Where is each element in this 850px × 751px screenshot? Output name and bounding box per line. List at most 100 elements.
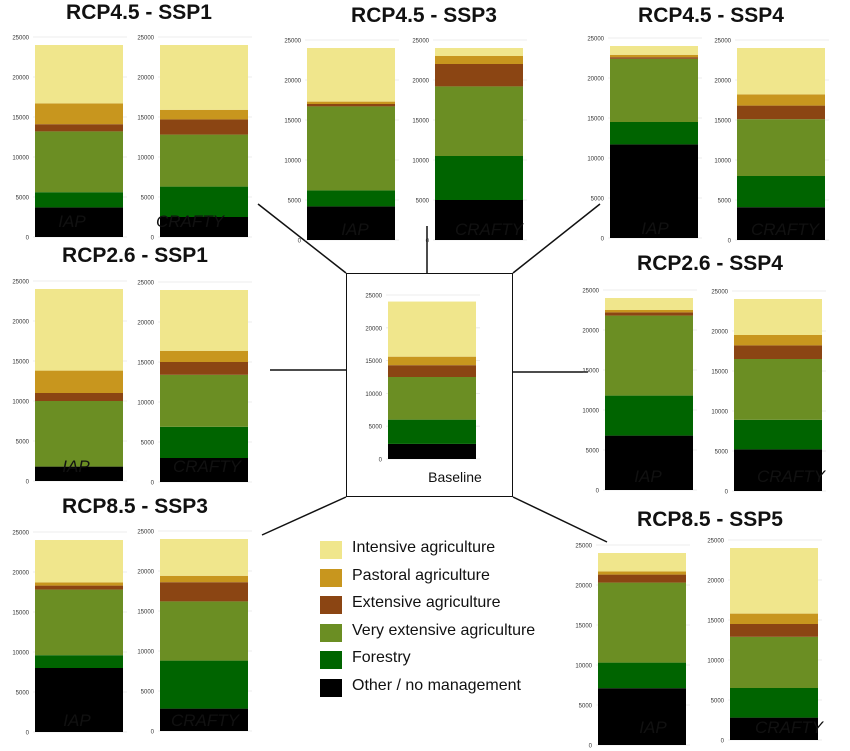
panel-rcp4-5-ssp1-crafty-svg: 0 5000 10000 15000 20000 25000 (137, 36, 252, 242)
panel-rcp4-5-ssp1-iap-svg: 0 5000 10000 15000 20000 25000 (12, 36, 127, 242)
bar-segment-extensive-agriculture (730, 624, 818, 637)
y-tick-label: 0 (596, 489, 600, 495)
bar-segment-extensive-agriculture (35, 585, 123, 590)
y-tick-label: 5000 (416, 199, 430, 205)
bar-segment-other-no-management (35, 207, 123, 237)
connector-line (257, 203, 347, 274)
panel-rcp4-5-ssp1-iap-chart: 0 5000 10000 15000 20000 25000 (5, 31, 129, 243)
panel-rcp4-5-ssp1-crafty-label: CRAFTY (156, 212, 224, 231)
y-tick-label: 10000 (582, 409, 599, 415)
panel-rcp8-5-ssp3-title: RCP8.5 - SSP3 (62, 495, 208, 518)
y-tick-label: 25000 (582, 289, 599, 295)
y-tick-label: 25000 (707, 539, 724, 545)
y-tick-label: 15000 (412, 119, 429, 125)
y-tick-label: 25000 (12, 36, 29, 42)
bar-segment-other-no-management (160, 217, 248, 237)
y-tick-label: 15000 (12, 116, 29, 122)
bar-segment-very-extensive-agriculture (435, 86, 523, 156)
bar-segment-intensive-agriculture (307, 48, 395, 102)
y-tick-label: 10000 (12, 156, 29, 162)
y-tick-label: 25000 (137, 530, 154, 536)
bar-segment-other-no-management (160, 458, 248, 482)
y-tick-label: 5000 (141, 441, 155, 447)
y-tick-label: 10000 (587, 157, 604, 163)
y-tick-label: 15000 (587, 117, 604, 123)
y-tick-label: 0 (426, 239, 430, 245)
y-tick-label: 20000 (12, 76, 29, 82)
y-tick-label: 25000 (284, 39, 301, 45)
panel-rcp4-5-ssp1-title: RCP4.5 - SSP1 (66, 1, 212, 24)
bar-segment-very-extensive-agriculture (737, 119, 825, 176)
bar-segment-pastoral-agriculture (435, 56, 523, 64)
y-tick-label: 20000 (137, 76, 154, 82)
scenario-comparison-figure: Baseline Intensive agriculture Pastoral a… (5, 1, 829, 750)
bar-segment-very-extensive-agriculture (598, 582, 686, 663)
panel-rcp4-5-ssp1-iap-label: IAP (58, 212, 86, 231)
bar-segment-extensive-agriculture (435, 64, 523, 87)
panel-rcp4-5-ssp3-iap-chart: 0 5000 10000 15000 20000 25000 (277, 34, 401, 246)
bar-segment-other-no-management (160, 708, 248, 731)
bar-segment-intensive-agriculture (35, 289, 123, 371)
bar-segment-pastoral-agriculture (35, 582, 123, 586)
bar-segment-extensive-agriculture (734, 345, 822, 359)
panel-rcp2-6-ssp1-iap-svg: 0 5000 10000 15000 20000 25000 (12, 280, 127, 486)
y-tick-label: 5000 (16, 691, 30, 697)
bar-segment-very-extensive-agriculture (730, 636, 818, 688)
y-tick-label: 5000 (288, 199, 302, 205)
bar-segment-intensive-agriculture (35, 540, 123, 583)
connector-line (512, 496, 608, 543)
y-tick-label: 20000 (12, 571, 29, 577)
y-tick-label: 25000 (711, 290, 728, 296)
panel-rcp8-5-ssp3-iap-label: IAP (63, 711, 91, 730)
bar-segment-very-extensive-agriculture (35, 131, 123, 193)
y-tick-label: 20000 (137, 570, 154, 576)
bar-segment-very-extensive-agriculture (35, 401, 123, 467)
panel-rcp4-5-ssp4-crafty-svg: 0 5000 10000 15000 20000 25000 (714, 39, 829, 245)
bar-segment-extensive-agriculture (598, 574, 686, 583)
connector-lines (257, 203, 608, 543)
bar-segment-intensive-agriculture (610, 46, 698, 55)
panel-rcp4-5-ssp4-title: RCP4.5 - SSP4 (638, 4, 784, 27)
legend-label: Intensive agriculture (352, 539, 496, 556)
bar-segment-pastoral-agriculture (610, 54, 698, 58)
y-tick-label: 0 (26, 731, 30, 737)
y-tick-label: 10000 (575, 664, 592, 670)
y-tick-label: 15000 (714, 119, 731, 125)
panel-rcp8-5-ssp3-iap-svg: 0 5000 10000 15000 20000 25000 (12, 531, 127, 737)
bar-segment-extensive-agriculture (307, 104, 395, 107)
y-tick-label: 15000 (365, 359, 382, 365)
y-tick-label: 0 (26, 480, 30, 486)
bar-segment-very-extensive-agriculture (734, 359, 822, 420)
y-tick-label: 5000 (141, 690, 155, 696)
bar-segment-other-no-management (35, 668, 123, 732)
bar-segment-intensive-agriculture (605, 298, 693, 310)
bar-segment-forestry (598, 662, 686, 689)
panel-rcp2-6-ssp4-crafty-chart: 0 5000 10000 15000 20000 25000 (704, 285, 828, 497)
y-tick-label: 5000 (711, 699, 725, 705)
legend-swatch-intensive-agriculture (320, 541, 342, 559)
legend-swatch-very-extensive-agriculture (320, 623, 342, 642)
bar-segment-intensive-agriculture (598, 553, 686, 572)
y-tick-label: 20000 (137, 321, 154, 327)
bar-segment-very-extensive-agriculture (160, 601, 248, 661)
connector-line (512, 203, 601, 274)
y-tick-label: 15000 (12, 360, 29, 366)
panel-rcp4-5-ssp4-iap-label: IAP (641, 219, 669, 238)
panel-rcp2-6-ssp1-iap-label: IAP (62, 457, 90, 476)
panel-rcp8-5-ssp5-crafty-label: CRAFTY (755, 718, 823, 737)
bar-segment-other-no-management (610, 144, 698, 238)
legend-swatch-extensive-agriculture (320, 596, 342, 614)
bar-segment-other-no-management (35, 466, 123, 481)
legend-label: Extensive agriculture (352, 594, 501, 611)
panel-rcp2-6-ssp4-iap-svg: 0 5000 10000 15000 20000 25000 (582, 289, 697, 495)
y-tick-label: 0 (728, 239, 732, 245)
bar-segment-pastoral-agriculture (388, 356, 476, 366)
bar-segment-extensive-agriculture (737, 105, 825, 120)
panel-rcp4-5-ssp3-crafty-label: CRAFTY (455, 220, 523, 239)
y-tick-label: 10000 (412, 159, 429, 165)
panel-rcp2-6-ssp1-title: RCP2.6 - SSP1 (62, 244, 208, 267)
y-tick-label: 10000 (707, 659, 724, 665)
bar-segment-intensive-agriculture (160, 539, 248, 576)
legend-swatch-pastoral-agriculture (320, 568, 342, 587)
y-tick-label: 15000 (575, 624, 592, 630)
